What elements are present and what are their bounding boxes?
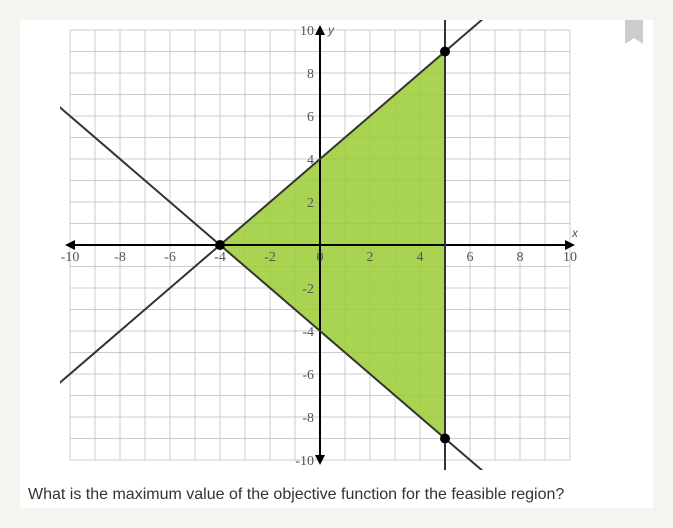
coordinate-plane: -10 -8 -6 -4 -2 0 2 4 6 8 10 -10 -8 -6 -4 -2 2 4 6 8 10 x y <box>60 20 580 470</box>
svg-text:2: 2 <box>367 250 374 265</box>
svg-text:4: 4 <box>417 250 424 265</box>
svg-text:-10: -10 <box>295 454 314 469</box>
svg-text:10: 10 <box>300 24 314 39</box>
question-text: What is the maximum value of the objecti… <box>20 482 653 508</box>
svg-text:-6: -6 <box>302 368 314 383</box>
svg-text:0: 0 <box>317 250 324 265</box>
graph-area: -10 -8 -6 -4 -2 0 2 4 6 8 10 -10 -8 -6 -4 -2 2 4 6 8 10 x y <box>20 20 653 470</box>
svg-text:-4: -4 <box>214 250 226 265</box>
problem-container: -10 -8 -6 -4 -2 0 2 4 6 8 10 -10 -8 -6 -4 -2 2 4 6 8 10 x y Wh… <box>20 20 653 508</box>
svg-text:-6: -6 <box>164 250 176 265</box>
svg-text:4: 4 <box>307 153 314 168</box>
svg-text:6: 6 <box>307 110 314 125</box>
svg-text:-8: -8 <box>114 250 126 265</box>
svg-text:-2: -2 <box>302 282 314 297</box>
svg-text:-8: -8 <box>302 411 314 426</box>
svg-text:2: 2 <box>307 196 314 211</box>
svg-text:-4: -4 <box>302 325 314 340</box>
svg-text:10: 10 <box>563 250 577 265</box>
svg-text:y: y <box>327 23 335 37</box>
svg-text:6: 6 <box>467 250 474 265</box>
svg-text:-2: -2 <box>264 250 276 265</box>
svg-text:x: x <box>571 226 579 240</box>
svg-text:8: 8 <box>517 250 524 265</box>
svg-text:8: 8 <box>307 67 314 82</box>
svg-text:-10: -10 <box>61 250 80 265</box>
